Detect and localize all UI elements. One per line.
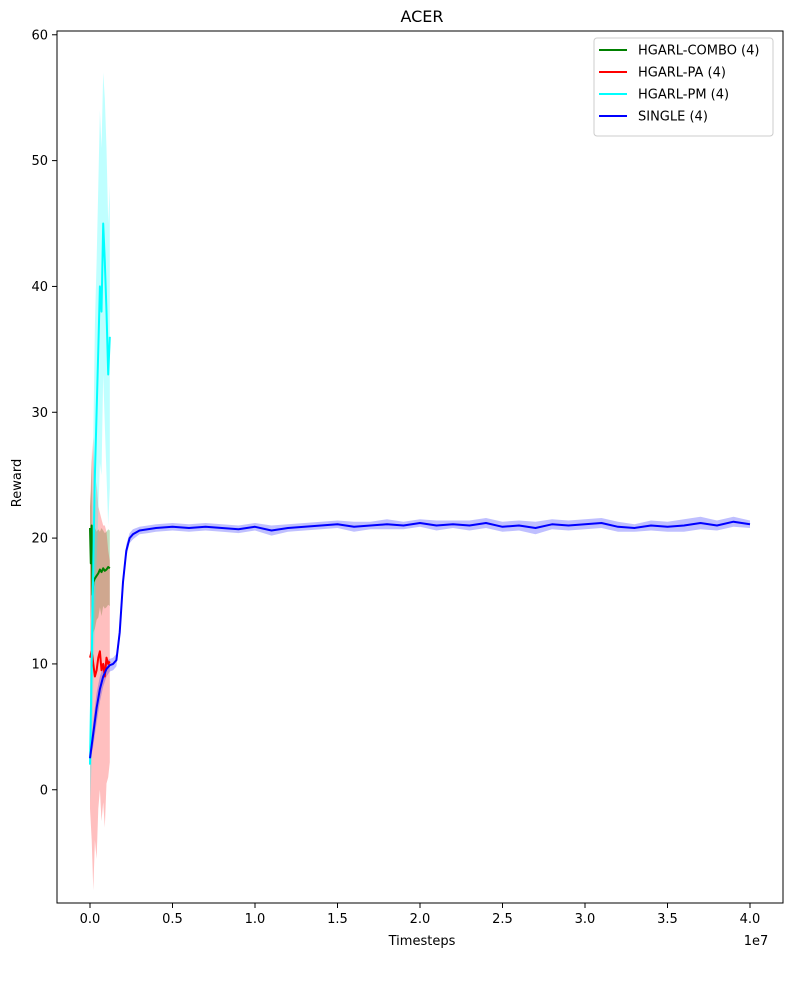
chart-title: ACER: [400, 7, 443, 26]
legend-label: SINGLE (4): [638, 110, 708, 125]
x-tick-label: 1.5: [327, 912, 348, 927]
series-1-band: [90, 437, 110, 891]
legend-label: HGARL-PM (4): [638, 88, 729, 103]
y-tick-label: 50: [31, 154, 48, 169]
x-tick-label: 0.5: [162, 912, 183, 927]
y-tick-label: 0: [40, 783, 48, 798]
legend: HGARL-COMBO (4) HGARL-PA (4) HGARL-PM (4) S…: [593, 37, 774, 137]
series-1-line: [89, 650, 111, 678]
y-tick-label: 20: [31, 532, 48, 547]
y-tick-label: 30: [31, 406, 48, 421]
legend-label: HGARL-COMBO (4): [638, 44, 759, 59]
y-tick-label: 60: [31, 28, 48, 43]
series-0-band: [90, 450, 110, 639]
legend-box: [593, 37, 774, 137]
axes-layer: 0.0 0.5 1.0 1.5 2.0 2.5 3.0 3.5 4.0 0 10 20 30 40 50 60: [31, 28, 784, 927]
x-tick-label: 1.0: [245, 912, 266, 927]
x-axis-title: Timesteps: [388, 934, 456, 949]
series-layer: [89, 72, 751, 891]
y-tick-label: 10: [31, 657, 48, 672]
x-tick-label: 0.0: [80, 912, 101, 927]
x-axis-offset-label: 1e7: [744, 934, 769, 949]
y-tick-label: 40: [31, 280, 48, 295]
x-tick-label: 3.5: [657, 912, 678, 927]
y-axis-title: Reward: [10, 459, 25, 507]
x-tick-label: 3.0: [575, 912, 596, 927]
x-tick-label: 4.0: [740, 912, 761, 927]
series-2-line: [89, 222, 111, 765]
series-0-line: [89, 524, 111, 596]
series-3-line: [89, 520, 751, 759]
x-tick-label: 2.0: [410, 912, 431, 927]
legend-label: HGARL-PA (4): [638, 66, 726, 81]
x-tick-label: 2.5: [492, 912, 513, 927]
